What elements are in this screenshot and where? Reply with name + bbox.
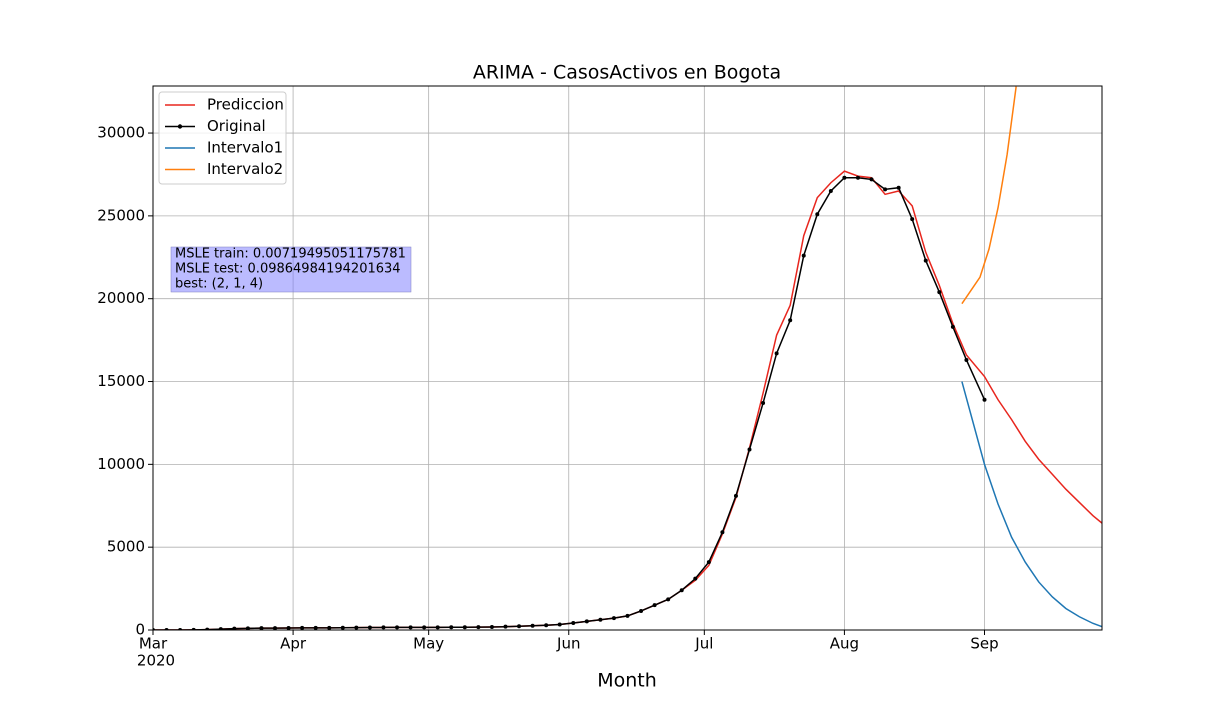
series-point	[747, 447, 752, 452]
x-tick-label: Sep	[970, 635, 998, 653]
x-year-label: 2020	[137, 652, 175, 670]
series-point	[788, 318, 793, 323]
y-tick-label: 15000	[97, 372, 145, 390]
series-point	[611, 616, 616, 621]
series-point	[232, 626, 237, 630]
series-point	[910, 217, 915, 222]
series-point	[896, 185, 901, 190]
series-point	[666, 597, 671, 602]
series-point	[598, 617, 603, 622]
series-point	[842, 175, 847, 180]
y-tick-label: 20000	[97, 289, 145, 307]
legend-marker	[177, 124, 183, 129]
series-point	[530, 623, 535, 628]
series-point	[300, 625, 305, 630]
series-point	[205, 627, 210, 630]
series-point	[801, 253, 806, 258]
series-point	[408, 625, 413, 630]
chart-title: ARIMA - CasosActivos en Bogota	[473, 62, 781, 84]
series-line	[153, 177, 986, 630]
series-point	[476, 625, 481, 630]
plot-lines	[153, 86, 1102, 630]
plot-frame	[152, 85, 1103, 631]
x-tick-label: Jul	[694, 635, 713, 653]
series-point	[869, 177, 874, 182]
x-tick-label: Jun	[556, 635, 580, 653]
series-point	[815, 212, 820, 217]
series-point	[706, 560, 711, 565]
series-point	[313, 625, 318, 630]
legend-box	[158, 91, 287, 185]
series-point	[245, 626, 250, 630]
series-point	[381, 625, 386, 630]
y-tick-label: 10000	[97, 455, 145, 473]
series-line	[153, 170, 1102, 630]
series-point	[327, 625, 332, 630]
y-tick-label: 0	[135, 621, 145, 639]
series-point	[964, 357, 969, 362]
series-point	[883, 187, 888, 192]
series-point	[286, 626, 291, 630]
series-point	[733, 493, 738, 498]
series-point	[774, 351, 779, 356]
series-point	[557, 622, 562, 627]
series-point	[367, 625, 372, 630]
series-point	[923, 258, 928, 263]
legend-label: Intervalo2	[207, 160, 283, 178]
series-point	[950, 324, 955, 329]
series-point	[259, 626, 264, 630]
series-point	[340, 625, 345, 630]
series-point	[828, 189, 833, 194]
series-point	[435, 625, 440, 630]
x-tick-label: Apr	[280, 635, 307, 653]
series-point	[693, 576, 698, 581]
annotation-text: MSLE train: 0.00719495051175781	[175, 247, 406, 262]
series-point	[584, 619, 589, 624]
x-axis-label: Month	[597, 670, 657, 692]
series-point	[395, 625, 400, 630]
series-point	[625, 613, 630, 618]
series-point	[489, 625, 494, 630]
series-point	[652, 603, 657, 608]
series-line	[961, 86, 1017, 305]
series-point	[449, 625, 454, 630]
series-point	[720, 530, 725, 535]
annotation-box	[170, 246, 412, 293]
legend-label: Prediccion	[207, 96, 284, 114]
annotation-text: MSLE test: 0.09864984194201634	[175, 262, 401, 277]
series-point	[937, 290, 942, 295]
x-tick-label: May	[413, 635, 444, 653]
series-line	[961, 381, 1102, 628]
series-point	[761, 401, 766, 406]
series-point	[855, 175, 860, 180]
y-tick-label: 25000	[97, 206, 145, 224]
series-point	[218, 627, 223, 630]
series-point	[639, 608, 644, 613]
y-tick-label: 5000	[107, 538, 145, 556]
legend-label: Intervalo1	[207, 139, 283, 157]
legend-label: Original	[207, 117, 266, 135]
series-point	[462, 625, 467, 630]
series-point	[273, 626, 278, 630]
series-point	[422, 625, 427, 630]
series-point	[571, 621, 576, 626]
annotation-text: best: (2, 1, 4)	[175, 277, 263, 292]
x-tick-label: Aug	[830, 635, 859, 653]
series-point	[544, 623, 549, 628]
series-point	[982, 397, 987, 402]
series-point	[503, 624, 508, 629]
series-point	[354, 625, 359, 630]
series-point	[679, 588, 684, 593]
series-point	[517, 624, 522, 629]
series-point	[191, 627, 196, 630]
x-tick-label: Mar	[139, 635, 168, 653]
y-tick-label: 30000	[97, 124, 145, 142]
